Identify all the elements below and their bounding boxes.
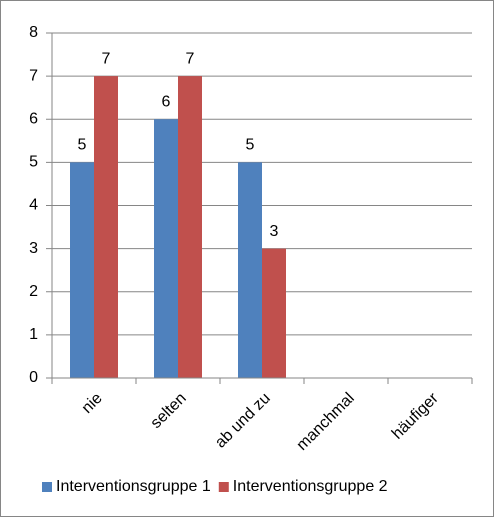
bar <box>238 162 262 378</box>
bar <box>94 76 118 378</box>
legend-label: Interventionsgruppe 2 <box>233 478 388 495</box>
data-label: 5 <box>246 137 255 154</box>
bar <box>178 76 202 378</box>
legend-swatch <box>218 482 229 492</box>
data-label: 7 <box>186 50 195 67</box>
y-tick-label: 8 <box>29 24 38 41</box>
legend-swatch <box>42 482 52 492</box>
y-tick-label: 2 <box>29 283 38 300</box>
y-tick-label: 6 <box>29 110 38 127</box>
y-tick-label: 5 <box>29 154 38 171</box>
data-label: 6 <box>162 93 171 110</box>
data-label: 7 <box>102 50 111 67</box>
y-tick-label: 7 <box>29 67 38 84</box>
y-tick-label: 1 <box>29 326 38 343</box>
data-label: 3 <box>270 223 279 240</box>
data-label: 5 <box>78 137 87 154</box>
bar <box>262 248 286 378</box>
bar <box>154 119 178 378</box>
y-tick-label: 3 <box>29 240 38 257</box>
y-tick-label: 0 <box>29 369 38 386</box>
legend-label: Interventionsgruppe 1 <box>56 478 211 495</box>
y-tick-label: 4 <box>29 197 38 214</box>
bar <box>70 162 94 378</box>
